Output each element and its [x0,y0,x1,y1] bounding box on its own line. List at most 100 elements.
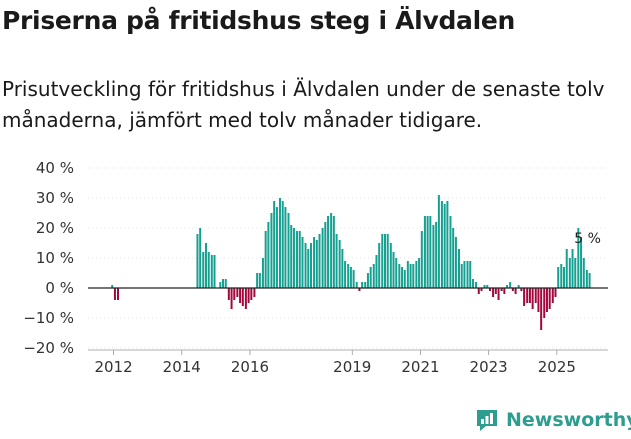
bar [304,243,307,288]
bar [571,249,574,288]
bar [264,231,267,288]
bar [551,288,554,303]
bar [420,231,423,288]
bar [347,264,350,288]
bar [224,279,227,288]
bar [281,201,284,288]
bar [543,288,546,318]
bar [296,231,299,288]
bar [287,213,290,288]
bar [423,216,426,288]
bar [406,261,409,288]
x-tick-label: 2023 [470,358,508,376]
bar [432,225,435,288]
bar [548,288,551,309]
bar [199,228,202,288]
bar [210,255,213,288]
bar [386,234,389,288]
bar [250,288,253,300]
bar [324,222,327,288]
bar [383,234,386,288]
bar [372,264,375,288]
bar [503,288,506,294]
bar [528,288,531,303]
bar [369,267,372,288]
bar [537,288,540,312]
bar [497,288,500,300]
bar [511,288,514,291]
chart-title: Priserna på fritidshus steg i Älvdalen [2,6,516,35]
bar [577,228,580,288]
bar [517,285,520,288]
bar [483,285,486,288]
bar [531,288,534,309]
bar [401,267,404,288]
bar [509,282,512,288]
bar [358,288,361,291]
bar [202,252,205,288]
bar [475,282,478,288]
bar [318,234,321,288]
gridlines [88,167,608,349]
bar [477,288,480,294]
bar [466,261,469,288]
tick-labels: −20 % −10 % 0 % 10 % 20 % 30 % 40 % 2012 2014 201… [23,159,601,376]
bar [284,207,287,288]
bar [307,249,310,288]
bar [540,288,543,330]
bar [227,288,230,300]
bar [489,288,492,291]
bar [454,237,457,288]
bar [278,198,281,288]
bar [378,243,381,288]
bar [244,288,247,309]
bar [256,273,259,288]
bars [111,195,591,330]
bar [233,288,236,300]
bar [494,288,497,294]
bar [409,264,412,288]
bar [560,264,563,288]
bar [418,258,421,288]
bar [412,264,415,288]
bar [486,285,489,288]
brand-name: Newsworthy [506,409,631,431]
newsworthy-logo-icon [477,410,497,431]
x-tick-label: 2012 [94,358,132,376]
axes [88,287,608,355]
bar [449,216,452,288]
bar [315,240,318,288]
bar [403,270,406,288]
bar [534,288,537,303]
bar [327,216,330,288]
x-tick-label: 2021 [401,358,439,376]
bar [344,261,347,288]
y-tick-label: 10 % [36,249,74,267]
bar [273,201,276,288]
bar [247,288,250,303]
bar [492,288,495,297]
bar [585,270,588,288]
bar [440,201,443,288]
x-tick-label: 2016 [231,358,269,376]
bar [364,282,367,288]
bar [452,228,455,288]
bar [392,252,395,288]
bar [236,288,239,297]
bar [520,288,523,291]
bar [366,273,369,288]
bar [298,231,301,288]
bar [335,234,338,288]
bar [557,267,560,288]
bar [230,288,233,309]
x-tick-label: 2025 [538,358,576,376]
bar [338,240,341,288]
x-tick-label: 2014 [163,358,201,376]
bar [310,243,313,288]
bar [469,261,472,288]
y-tick-label: 0 % [45,279,74,297]
chart-subtitle: Prisutveckling för fritidshus i Älvdalen… [2,77,605,132]
bar [196,234,199,288]
bar [352,270,355,288]
bar [341,249,344,288]
